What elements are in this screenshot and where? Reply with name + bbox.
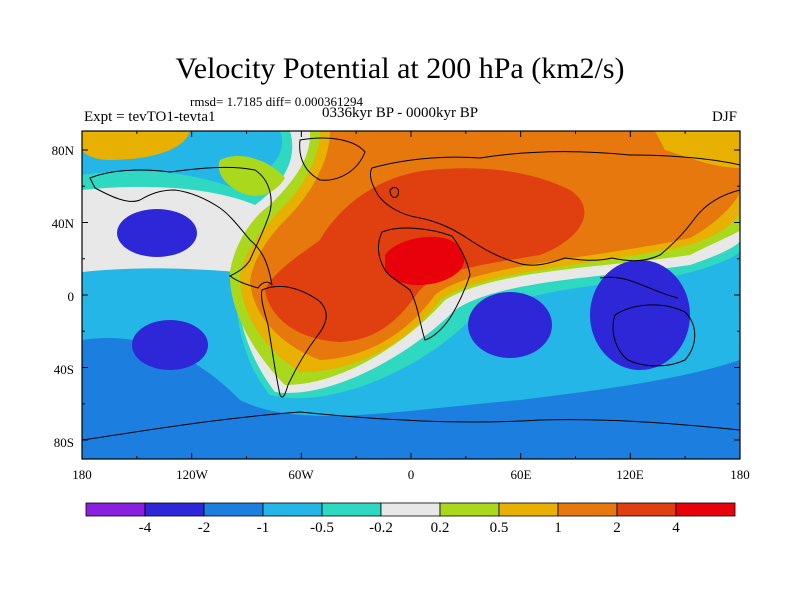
map-title: Velocity Potential at 200 hPa (km2/s) <box>175 52 625 85</box>
lon-label-60e: 60E <box>510 467 532 482</box>
field-gold-northeast <box>655 131 740 168</box>
colorbar-swatch <box>675 502 736 517</box>
lon-label-60w: 60W <box>288 467 314 482</box>
coast-south-america <box>261 285 327 398</box>
colorbar-label: -0.5 <box>310 520 334 536</box>
lat-label-eq: 0 <box>67 289 75 304</box>
coast-africa <box>377 227 471 341</box>
lat-label-40n: 40N <box>51 216 74 231</box>
contour-field <box>82 131 740 459</box>
experiment-label: Expt = tevTO1-tevta1 <box>84 109 216 125</box>
colorbar-label: 1 <box>554 520 562 536</box>
colorbar <box>85 502 736 517</box>
field-dark-blue-south-pacific <box>132 320 208 370</box>
coast-greenland <box>299 137 366 181</box>
colorbar-swatch <box>616 502 677 517</box>
field-red-core <box>385 236 465 286</box>
colorbar-swatch <box>85 502 146 517</box>
lon-label-120w: 120W <box>176 467 208 482</box>
lat-label-40s: 40S <box>53 362 74 377</box>
colorbar-label: 0.5 <box>489 520 509 536</box>
field-dark-blue-maritime-continent <box>590 260 690 370</box>
colorbar-swatch <box>262 502 323 517</box>
colorbar-swatch <box>203 502 264 517</box>
coast-uk <box>389 187 399 198</box>
lon-label-180e: 180 <box>730 467 750 482</box>
field-dark-blue-south-atlantic <box>468 292 552 358</box>
field-mid-blue-south <box>82 338 740 459</box>
colorbar-label: -4 <box>138 520 152 536</box>
lat-label-80s: 80S <box>53 435 74 450</box>
colorbar-swatch <box>439 502 500 517</box>
field-gold-northwest <box>82 131 190 160</box>
colorbar-label: -1 <box>256 520 270 536</box>
colorbar-swatch <box>144 502 205 517</box>
coast-eurasia <box>369 151 740 266</box>
colorbar-label: 4 <box>672 520 680 536</box>
colorbar-label: -2 <box>197 520 211 536</box>
field-dark-blue-north-pacific <box>117 209 197 257</box>
season-label: DJF <box>712 109 738 125</box>
stats-label: rmsd= 1.7185 diff= 0.000361294 <box>190 94 363 109</box>
axis-ticks <box>81 131 741 459</box>
lon-label-0: 0 <box>407 467 415 482</box>
lon-label-180w: 180 <box>72 467 92 482</box>
colorbar-label: -0.2 <box>369 520 393 536</box>
coast-north-america <box>89 166 273 289</box>
colorbar-swatch <box>557 502 618 517</box>
coast-antarctica <box>82 411 740 441</box>
colorbar-swatch <box>498 502 559 517</box>
colorbar-label: 0.2 <box>430 520 450 536</box>
colorbar-label: 2 <box>613 520 621 536</box>
lon-label-120e: 120E <box>616 467 644 482</box>
coast-indonesia <box>599 276 679 299</box>
coastlines <box>82 137 740 441</box>
coast-australia <box>612 304 696 367</box>
colorbar-swatch <box>321 502 382 517</box>
period-label: 0336kyr BP - 0000kyr BP <box>322 105 479 121</box>
lat-label-80n: 80N <box>51 143 74 158</box>
colorbar-swatch <box>380 502 441 517</box>
